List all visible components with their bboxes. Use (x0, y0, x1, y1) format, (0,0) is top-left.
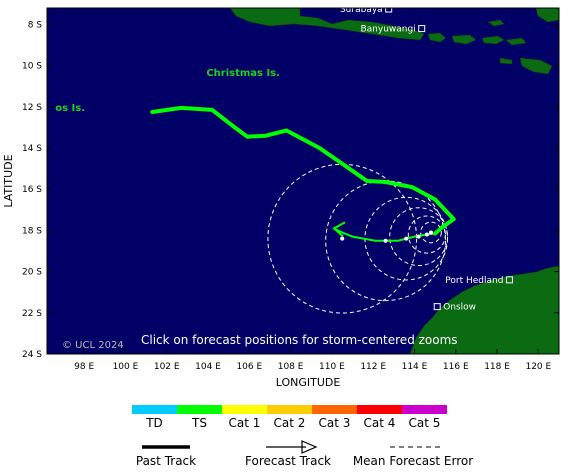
forecast-position-marker[interactable] (383, 238, 388, 243)
lat-tick-label: 16 S (22, 185, 42, 195)
forecast-track-legend-label: Forecast Track (245, 454, 331, 468)
lon-tick-label: 102 E (154, 362, 180, 372)
place-marker (505, 276, 513, 284)
lat-tick-label: 24 S (22, 350, 42, 360)
place-label: Onslow (443, 303, 476, 313)
legend-swatch (177, 405, 222, 414)
longitude-tick-labels: 98 E 100 E 102 E 104 E 106 E 108 E 110 E 112 E 1… (74, 362, 551, 372)
map-frame (46, 7, 560, 355)
zoom-instruction-text: Click on forecast positions for storm-ce… (141, 333, 458, 347)
legend-category-label: Cat 4 (364, 416, 396, 430)
legend-category-label: Cat 2 (274, 416, 306, 430)
lon-tick-label: 116 E (443, 362, 469, 372)
place-markers: Surabaya Banyuwangi Port Hedland Onslow (340, 5, 513, 313)
past-track-line (150, 105, 456, 236)
forecast-position-marker[interactable] (429, 230, 433, 235)
legend-category-label: TS (191, 416, 207, 430)
legend-swatch (312, 405, 357, 414)
error-circle (267, 163, 418, 314)
lon-tick-label: 108 E (278, 362, 304, 372)
lat-tick-label: 18 S (22, 226, 42, 236)
forecast-position-marker[interactable] (416, 234, 421, 239)
forecast-positions[interactable] (340, 230, 433, 243)
legend-swatch (402, 405, 447, 414)
legend-swatch (222, 405, 267, 414)
latitude-tick-labels: 8 S 10 S 12 S 14 S 16 S 18 S 20 S 22 S 24 S (22, 20, 42, 360)
lon-tick-label: 98 E (74, 362, 94, 372)
track-legend: Past Track Forecast Track Mean Forecast … (136, 440, 473, 468)
intensity-color-legend: TD TS Cat 1 Cat 2 Cat 3 Cat 4 Cat 5 (132, 405, 447, 430)
land-indonesia (229, 8, 559, 75)
legend-category-label: TD (145, 416, 163, 430)
lat-tick-label: 22 S (22, 309, 42, 319)
past-track-legend-label: Past Track (136, 454, 196, 468)
forecast-position-marker[interactable] (424, 232, 429, 237)
place-label: Surabaya (340, 5, 383, 15)
lat-tick-label: 20 S (22, 268, 42, 278)
lat-tick-label: 10 S (22, 62, 42, 72)
mean-error-legend-label: Mean Forecast Error (353, 454, 473, 468)
lon-tick-label: 104 E (195, 362, 221, 372)
forecast-position-marker[interactable] (340, 236, 345, 241)
land-australia (409, 265, 559, 354)
error-circle (420, 221, 442, 244)
error-circle (407, 215, 446, 254)
lat-tick-label: 12 S (22, 103, 42, 113)
graticule (47, 23, 559, 354)
legend-swatch (132, 405, 177, 414)
legend-category-label: Cat 5 (409, 416, 441, 430)
legend-swatch (267, 405, 312, 414)
place-marker (385, 8, 393, 13)
place-label: Port Hedland (445, 276, 503, 286)
legend-swatch (357, 405, 402, 414)
legend-category-label: Cat 1 (229, 416, 261, 430)
legend-category-label: Cat 3 (319, 416, 351, 430)
lon-tick-label: 106 E (236, 362, 262, 372)
place-marker (433, 303, 441, 311)
lon-tick-label: 100 E (113, 362, 139, 372)
place-marker (418, 25, 426, 33)
lat-tick-label: 14 S (22, 144, 42, 154)
copyright-text: © UCL 2024 (62, 340, 124, 351)
forecast-arrow-head (332, 221, 346, 238)
lon-tick-label: 114 E (402, 362, 428, 372)
longitude-axis-title: LONGITUDE (276, 376, 341, 389)
lon-tick-label: 120 E (525, 362, 551, 372)
lon-tick-label: 112 E (360, 362, 386, 372)
map-layer[interactable]: Surabaya Banyuwangi Port Hedland Onslow Chr… (47, 5, 559, 354)
forecast-position-marker[interactable] (404, 236, 409, 241)
lon-tick-label: 110 E (319, 362, 345, 372)
cocos-island-label: os Is. (55, 103, 85, 114)
christmas-island-label: Christmas Is. (206, 68, 280, 79)
lon-tick-label: 118 E (484, 362, 510, 372)
lat-tick-label: 8 S (28, 20, 43, 30)
place-label: Banyuwangi (360, 25, 415, 35)
error-circle (389, 207, 449, 267)
latitude-axis-title: LATITUDE (2, 154, 15, 207)
forecast-track-legend-arrow (301, 440, 318, 454)
